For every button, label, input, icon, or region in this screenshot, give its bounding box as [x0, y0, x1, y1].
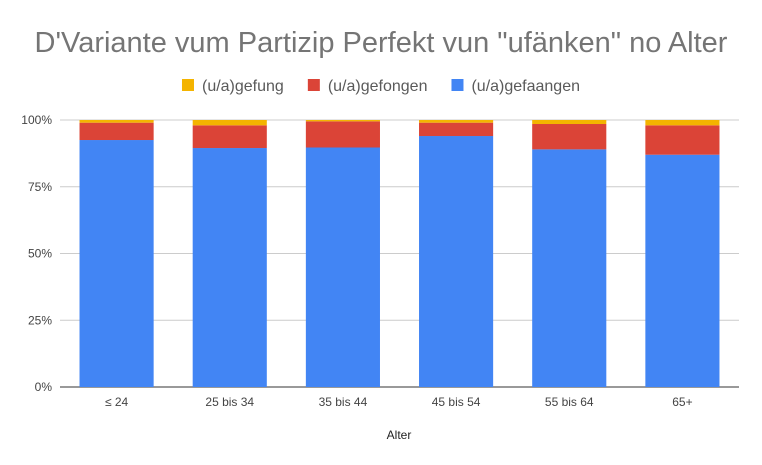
y-tick-label: 0% [35, 380, 53, 394]
bar-segment [532, 149, 607, 387]
bar-segment [305, 121, 380, 148]
x-tick-label: 45 bis 54 [432, 395, 481, 409]
legend-swatch [181, 79, 194, 91]
bar-segment [532, 124, 607, 150]
chart-title: D'Variante vum Partizip Perfekt vun "ufä… [35, 27, 728, 59]
bar-segment [532, 120, 607, 125]
bars [79, 120, 720, 387]
bar-segment [645, 125, 720, 155]
bar-segment [192, 120, 267, 126]
legend-label: (u/a)gefaangen [471, 78, 580, 95]
bar-segment [192, 125, 267, 149]
bar-segment [192, 148, 267, 387]
gridlines [60, 119, 739, 388]
legend: (u/a)gefung (u/a)gefongen (u/a)gefaangen [181, 78, 580, 95]
bar-segment [419, 136, 494, 387]
bar-segment [645, 120, 720, 126]
y-tick-label: 50% [28, 247, 52, 261]
legend-swatch [307, 79, 320, 91]
bar-segment [419, 120, 494, 123]
x-tick-label: 25 bis 34 [205, 395, 254, 409]
x-tick-label: ≤ 24 [105, 395, 129, 409]
bar-segment [419, 122, 494, 137]
x-axis-title: Alter [387, 428, 412, 442]
legend-label: (u/a)gefongen [328, 78, 428, 95]
bar-segment [79, 140, 154, 387]
y-tick-label: 75% [28, 180, 52, 194]
legend-label: (u/a)gefung [202, 78, 284, 95]
x-tick-label: 55 bis 64 [545, 395, 594, 409]
x-axis-ticks: ≤ 24 25 bis 34 35 bis 44 45 bis 54 55 bis 64… [105, 395, 693, 409]
x-tick-label: 65+ [672, 395, 692, 409]
bar-segment [79, 122, 154, 141]
y-tick-label: 25% [28, 313, 52, 327]
bar-segment [305, 147, 380, 387]
x-tick-label: 35 bis 44 [319, 395, 368, 409]
legend-swatch [451, 79, 464, 91]
bar-segment [79, 120, 154, 123]
y-tick-label: 100% [21, 113, 52, 127]
y-axis-ticks: 0% 25% 50% 75% 100% [21, 113, 52, 394]
bar-segment [305, 120, 380, 122]
bar-segment [645, 154, 720, 387]
